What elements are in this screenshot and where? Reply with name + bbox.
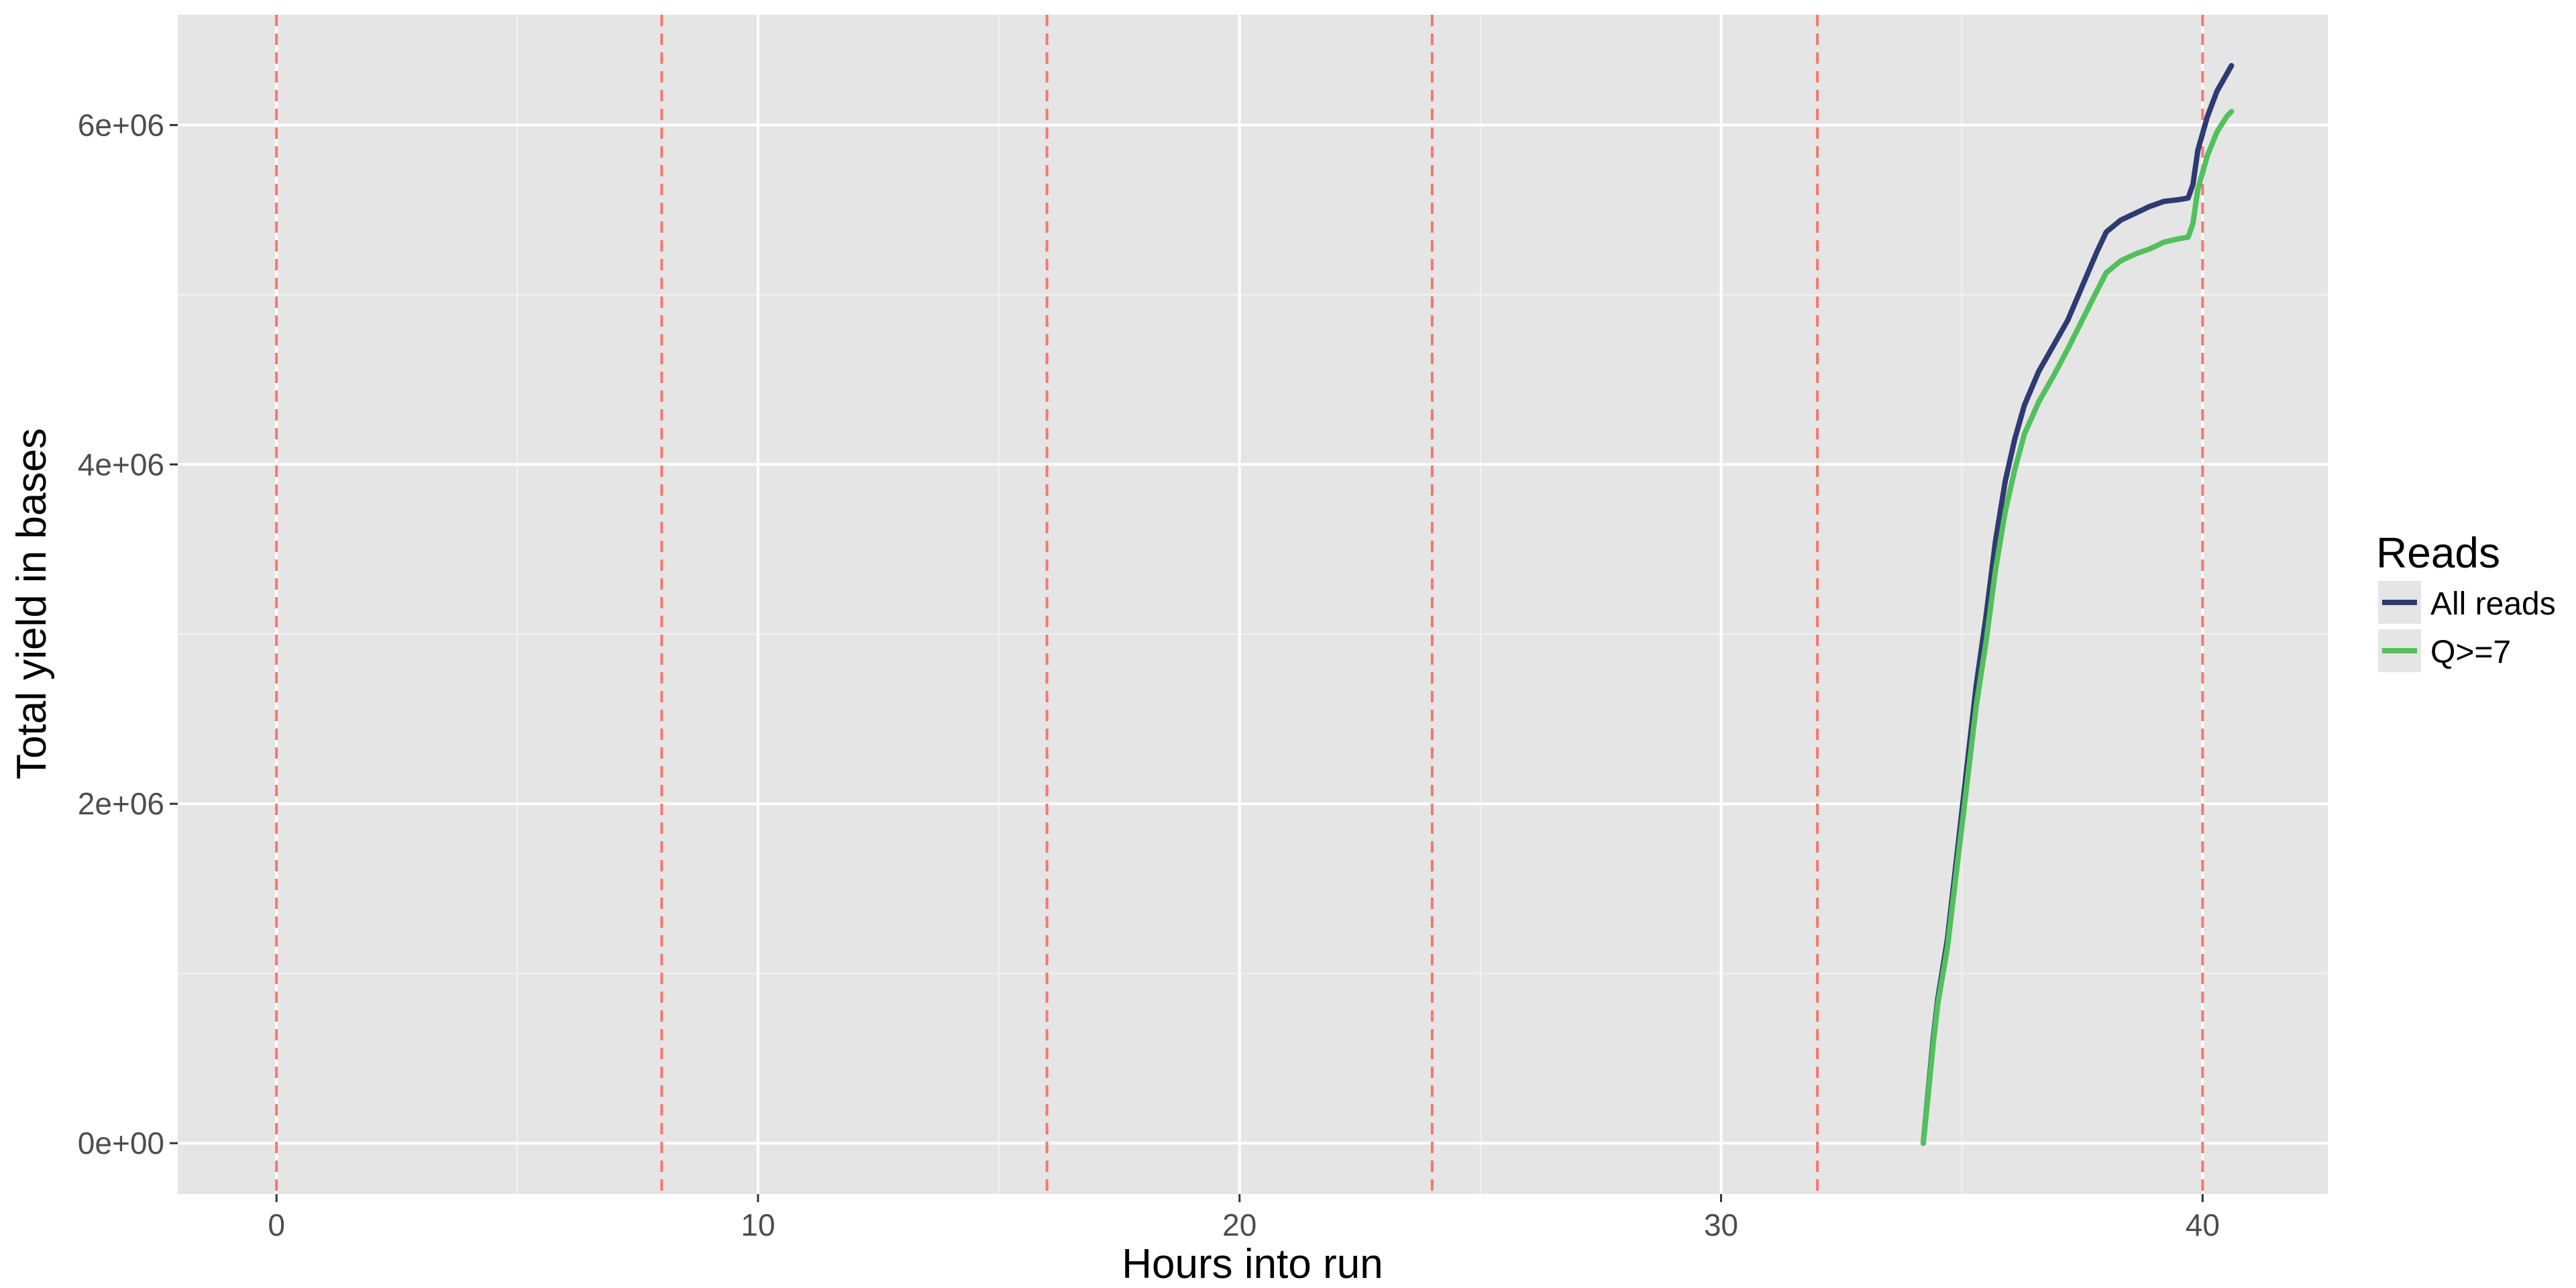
x-tick-label: 30 [1704,1208,1738,1242]
y-axis-title: Total yield in bases [9,428,55,780]
legend-title: Reads [2376,529,2500,577]
x-axis-title: Hours into run [1122,1241,1383,1287]
y-tick-label: 6e+06 [78,107,164,142]
y-tick-label: 0e+00 [78,1126,164,1161]
x-tick-label: 10 [741,1208,775,1242]
x-tick-label: 0 [268,1208,285,1242]
y-tick-label: 2e+06 [78,786,164,821]
x-tick-label: 20 [1222,1208,1256,1242]
legend-label-all-reads: All reads [2430,586,2556,622]
legend: Reads All reads Q>=7 [2376,529,2556,672]
series-line-q7 [1921,109,2235,1146]
legend-label-q7: Q>=7 [2430,635,2511,670]
y-tick-label: 4e+06 [78,447,164,482]
panel-background [178,15,2328,1194]
x-tick-label: 40 [2186,1208,2220,1242]
